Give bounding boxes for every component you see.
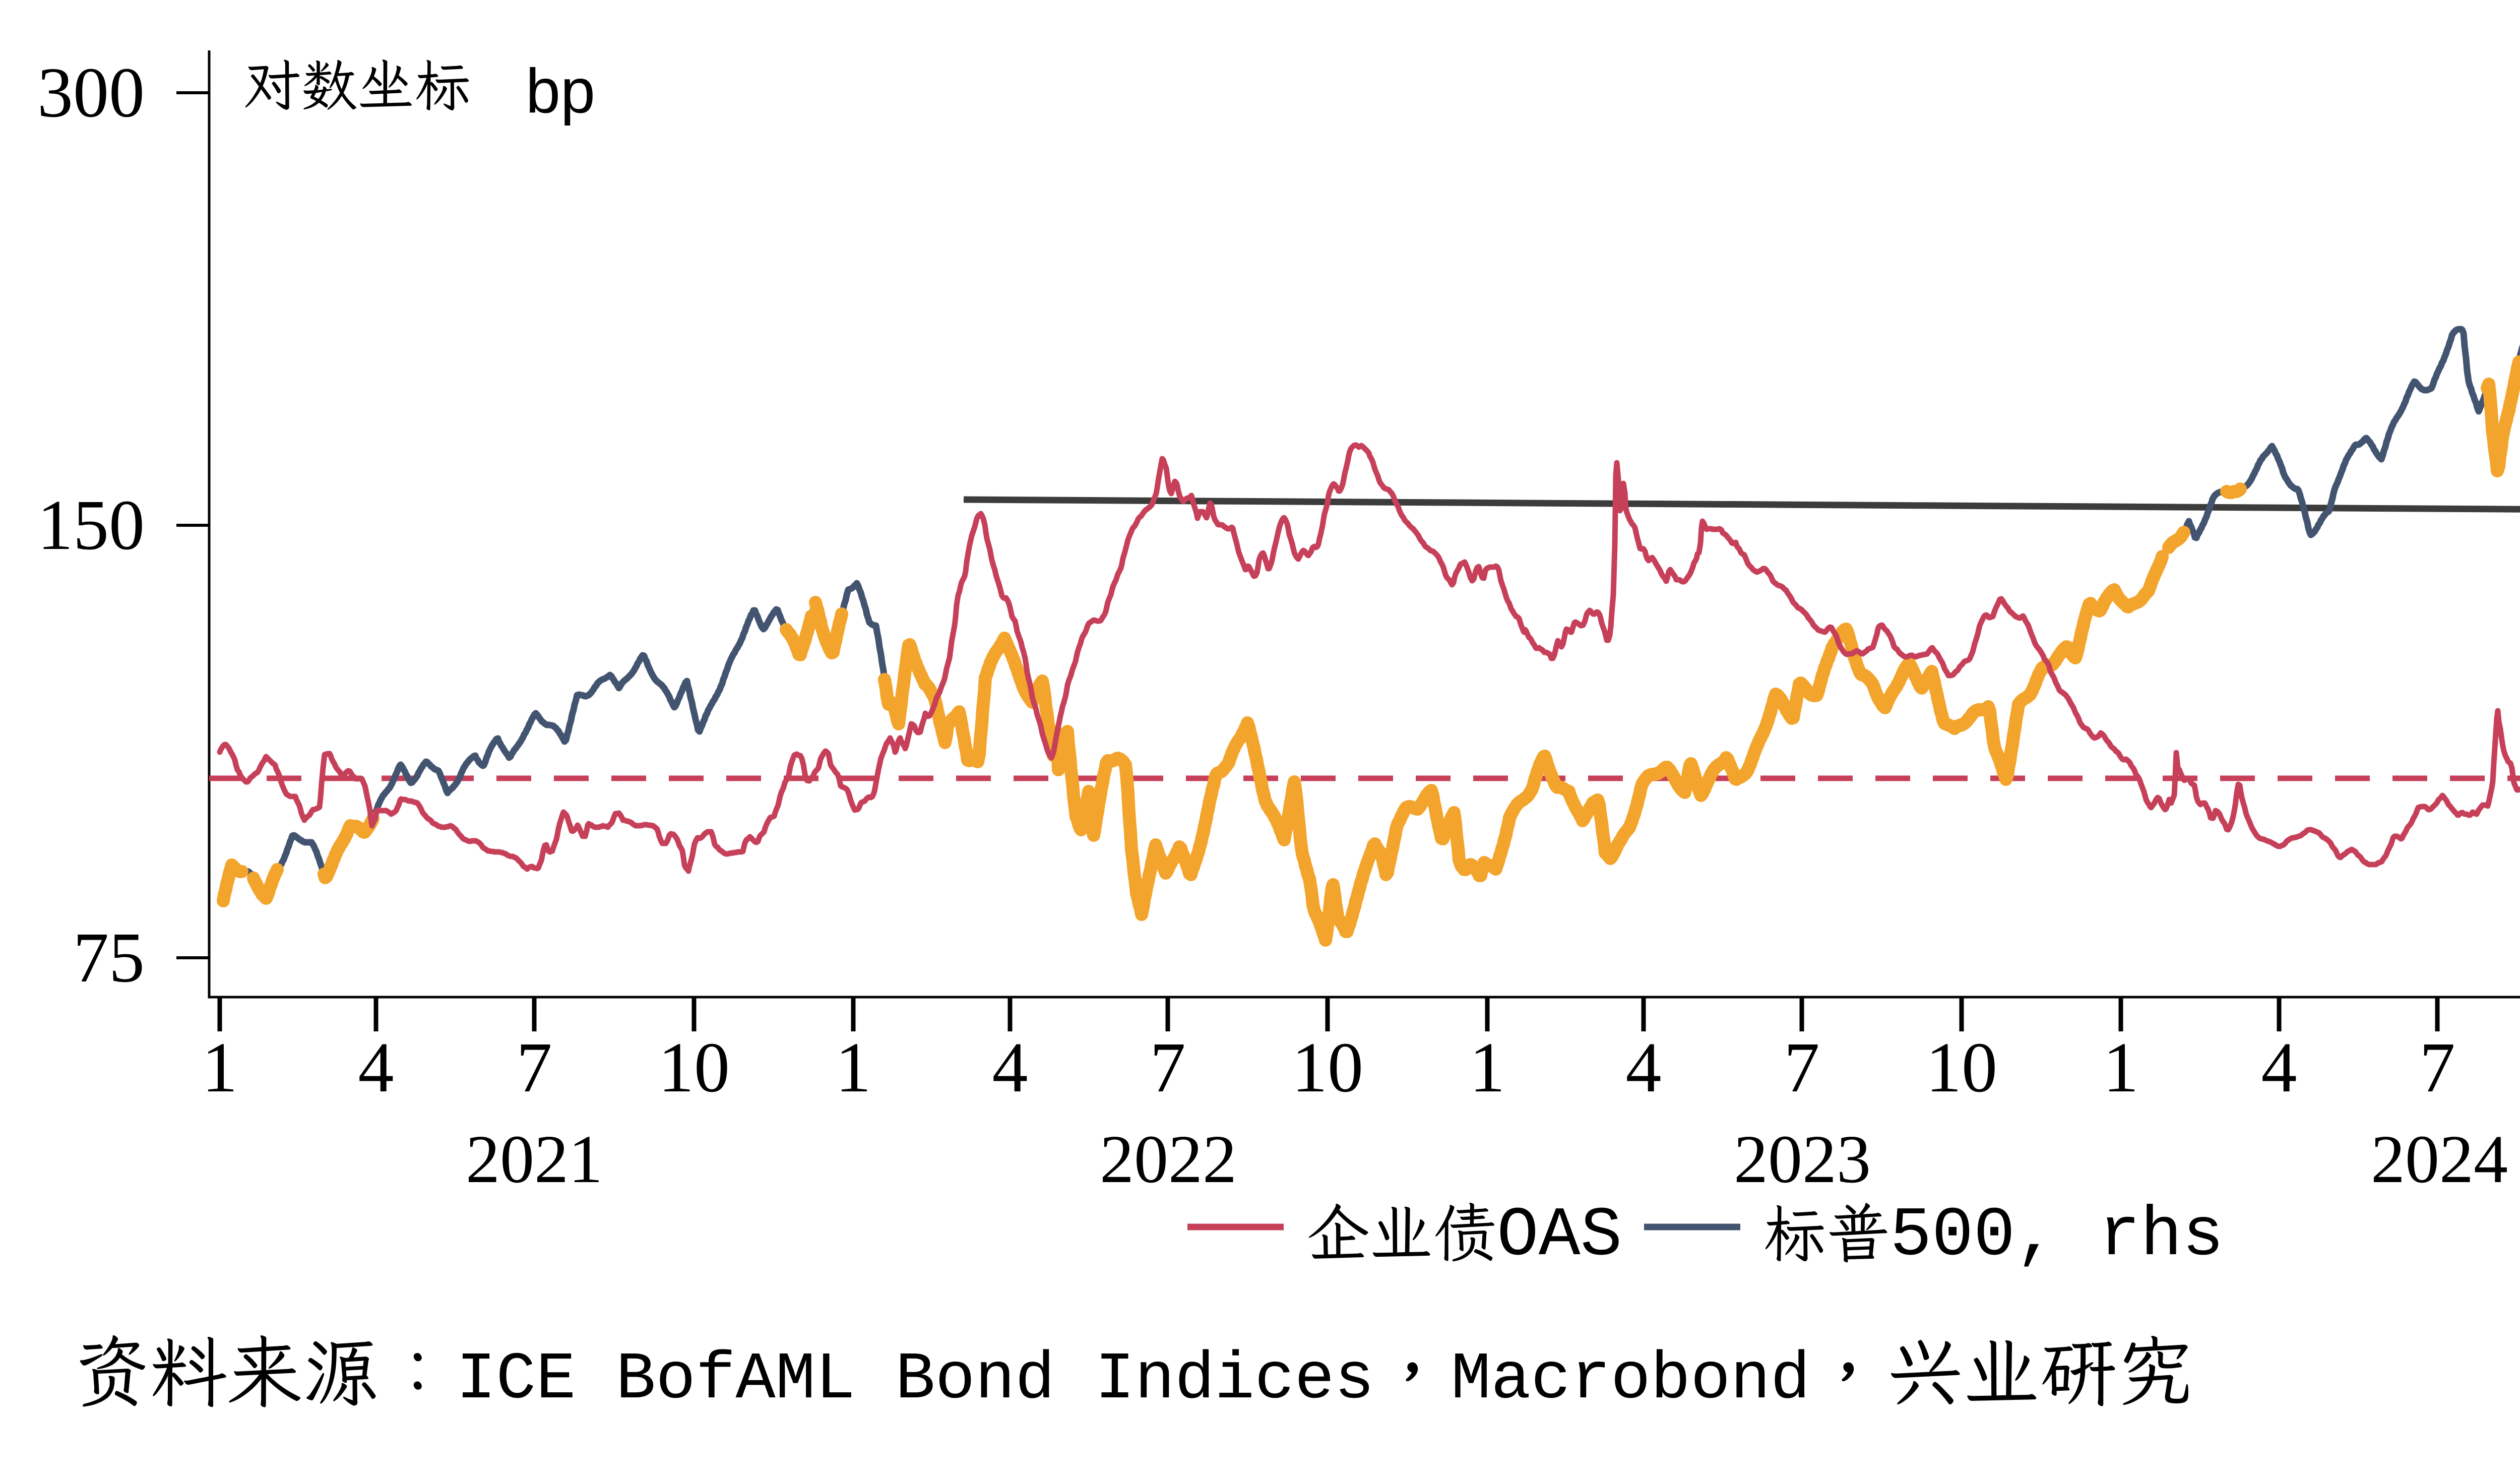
- svg-text:10: 10: [658, 1027, 730, 1107]
- svg-text:1: 1: [202, 1027, 238, 1107]
- svg-text:7: 7: [2420, 1027, 2455, 1107]
- svg-text:7: 7: [517, 1027, 552, 1107]
- svg-text:1: 1: [2103, 1027, 2139, 1107]
- svg-text:4: 4: [2261, 1027, 2297, 1107]
- svg-text:10: 10: [1926, 1027, 1997, 1107]
- svg-text:300: 300: [37, 52, 145, 132]
- svg-text:Macrobond: Macrobond: [1451, 1342, 1810, 1418]
- svg-text:4: 4: [358, 1027, 394, 1107]
- svg-text:bp: bp: [526, 56, 595, 126]
- svg-text:7: 7: [1150, 1027, 1186, 1107]
- svg-text:2024: 2024: [2371, 1122, 2508, 1197]
- svg-text:4: 4: [992, 1027, 1028, 1107]
- svg-text:150: 150: [37, 485, 145, 565]
- svg-text:500, rhs: 500, rhs: [1890, 1197, 2224, 1275]
- svg-text:75: 75: [73, 917, 145, 997]
- svg-text:1: 1: [836, 1027, 871, 1107]
- svg-text:2021: 2021: [466, 1122, 603, 1197]
- svg-text:4: 4: [1626, 1027, 1662, 1107]
- svg-text:ICE BofAML Bond Indices: ICE BofAML Bond Indices: [456, 1342, 1374, 1418]
- svg-text:1: 1: [1470, 1027, 1505, 1107]
- svg-text:10: 10: [1292, 1027, 1363, 1107]
- svg-text:2023: 2023: [1734, 1122, 1871, 1197]
- svg-text:2022: 2022: [1100, 1122, 1237, 1197]
- svg-text:OAS: OAS: [1497, 1197, 1622, 1275]
- svg-text:7: 7: [1784, 1027, 1820, 1107]
